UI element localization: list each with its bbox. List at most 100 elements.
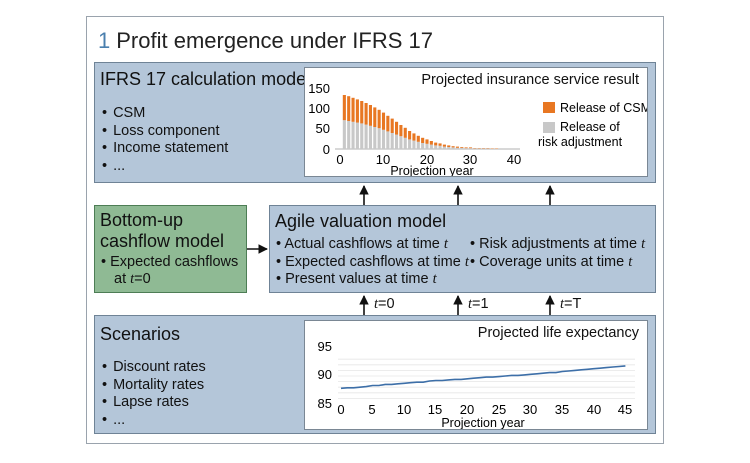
- bar-risk-adjustment: [451, 147, 455, 149]
- life-expectancy-line: [340, 365, 626, 390]
- bar-risk-adjustment: [347, 121, 351, 149]
- agile-item-actual-var: t: [443, 236, 448, 252]
- bar-csm: [451, 146, 455, 148]
- agile-item-coverage-text: Coverage units at time: [479, 253, 629, 270]
- bar-risk-adjustment: [381, 129, 386, 149]
- bar-risk-adjustment: [468, 148, 473, 149]
- bar-csm: [464, 147, 468, 149]
- line-y-ticks: 85 90 95: [318, 339, 332, 411]
- bar-y-ticks: 0 50 100 150: [308, 81, 330, 157]
- bar-risk-adjustment: [342, 120, 346, 149]
- line-xtick-label: 40: [587, 402, 601, 417]
- figure-title: 1 Profit emergence under IFRS 17: [98, 28, 433, 54]
- agile-item-actual: • Actual cashflows at time t: [276, 236, 448, 252]
- bar-series-group: [342, 95, 499, 149]
- bottom-up-at: at: [114, 271, 131, 287]
- life-expectancy-title: Projected life expectancy: [477, 325, 639, 341]
- bar-csm: [364, 103, 368, 125]
- bar-csm: [399, 125, 403, 137]
- bar-risk-adjustment: [399, 136, 403, 149]
- agile-item-risk-text: Risk adjustments at time: [479, 236, 642, 252]
- bar-risk-adjustment: [351, 121, 355, 149]
- bar-csm: [468, 147, 473, 149]
- bar-csm: [408, 131, 412, 140]
- scenarios-panel: Scenarios Discount rates Mortality rates…: [94, 315, 656, 434]
- bar-csm: [355, 99, 359, 123]
- line-xtick-label: 30: [523, 402, 537, 417]
- agile-left-list: • Actual cashflows at time t • Expected …: [276, 236, 469, 289]
- scenario-more: ...: [102, 412, 206, 430]
- bar-csm: [386, 115, 390, 132]
- agile-item-expected-var: t: [464, 253, 469, 270]
- life-expectancy-svg: 85 90 95 0 5 10 15 20 25 30 35 40 45 Pro…: [318, 339, 635, 429]
- bar-csm: [416, 135, 420, 142]
- calc-item-income: Income statement: [102, 140, 228, 158]
- bar-xtick-label: 20: [420, 152, 434, 167]
- bar-csm: [373, 107, 377, 127]
- calc-item-more: ...: [102, 158, 228, 176]
- bar-x-ticks: 0 10 20 30 40: [336, 152, 521, 167]
- bottom-up-item: • Expected cashflows at t=0: [101, 254, 238, 288]
- bar-risk-adjustment: [373, 127, 377, 149]
- bar-csm: [438, 143, 442, 146]
- bottom-up-item-line1: • Expected cashflows: [101, 254, 239, 270]
- bar-ytick-label: 0: [323, 142, 330, 157]
- bar-risk-adjustment: [421, 143, 425, 149]
- bar-xtick-label: 0: [336, 152, 343, 167]
- legend-csm-swatch: [543, 102, 555, 113]
- bottom-up-var: t: [130, 271, 135, 287]
- scenario-discount: Discount rates: [102, 359, 206, 377]
- bottom-up-item-text: Expected cashflows: [110, 254, 239, 270]
- bar-csm: [429, 141, 433, 145]
- line-xtick-label: 45: [618, 402, 632, 417]
- bar-risk-adjustment: [386, 131, 390, 149]
- line-ytick-label: 90: [318, 367, 332, 382]
- bar-csm: [455, 146, 459, 148]
- bar-csm: [460, 147, 464, 148]
- line-xtick-label: 0: [337, 402, 344, 417]
- legend-risk-label-2: risk adjustment: [538, 135, 623, 149]
- line-x-ticks: 0 5 10 15 20 25 30 35 40 45: [337, 402, 632, 417]
- calc-item-loss: Loss component: [102, 123, 228, 141]
- bar-csm: [425, 139, 429, 144]
- line-grid-group: [338, 358, 635, 399]
- bar-csm: [403, 127, 407, 138]
- bar-csm: [381, 112, 386, 130]
- legend-risk-swatch: [543, 122, 555, 133]
- bar-csm: [368, 105, 372, 126]
- time-label-0-var: t: [374, 296, 379, 312]
- bar-xtick-label: 30: [463, 152, 477, 167]
- bottom-up-item-line2: at t=0: [101, 271, 238, 288]
- calc-model-title: IFRS 17 calculation model: [100, 69, 311, 89]
- line-ytick-label: 85: [318, 396, 332, 411]
- bar-csm: [447, 145, 451, 147]
- agile-item-actual-text: Actual cashflows at time: [284, 236, 444, 252]
- service-result-chart: Projected insurance service result 0 50 …: [304, 67, 648, 177]
- line-ytick-label: 95: [318, 339, 332, 354]
- agile-item-coverage: • Coverage units at time t: [470, 253, 633, 270]
- legend-risk-label-1: Release of: [560, 120, 620, 134]
- bar-risk-adjustment: [390, 133, 394, 149]
- agile-item-pv-text: Present values at time: [285, 271, 433, 287]
- bottom-up-eq: =0: [134, 271, 151, 287]
- time-label-T: t=T: [560, 296, 581, 313]
- bottom-up-title-2: cashflow model: [100, 231, 225, 251]
- time-label-1-text: =1: [472, 296, 489, 312]
- bar-risk-adjustment: [416, 141, 420, 149]
- bar-csm: [390, 118, 394, 133]
- figure-title-text: Profit emergence under IFRS 17: [116, 28, 433, 53]
- bar-ytick-label: 50: [316, 121, 330, 136]
- bar-risk-adjustment: [447, 147, 451, 149]
- bar-risk-adjustment: [464, 148, 468, 149]
- time-label-1: t=1: [468, 296, 489, 313]
- bar-risk-adjustment: [360, 123, 364, 149]
- scenarios-list: Discount rates Mortality rates Lapse rat…: [102, 359, 206, 429]
- service-result-svg: 0 50 100 150 0 10 20 30 40 Projection ye…: [308, 81, 647, 176]
- line-xtick-label: 25: [492, 402, 506, 417]
- agile-panel: Agile valuation model • Actual cashflows…: [269, 205, 656, 293]
- time-label-T-var: t: [560, 296, 565, 312]
- bar-xtick-label: 10: [376, 152, 390, 167]
- bar-csm: [421, 137, 425, 143]
- bar-risk-adjustment: [438, 145, 442, 149]
- bar-ytick-label: 100: [308, 101, 330, 116]
